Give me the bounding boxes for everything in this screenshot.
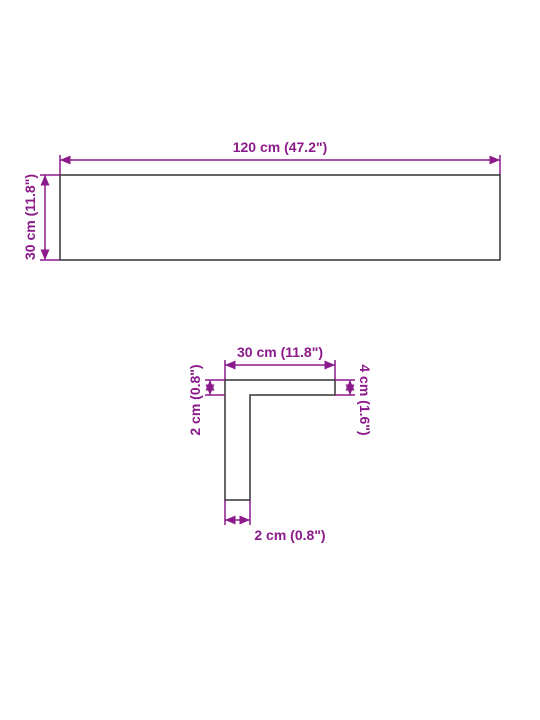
top-view-outline xyxy=(60,175,500,260)
top-width-label: 120 cm (47.2") xyxy=(233,139,328,155)
profile-right-height-dimension: 4 cm (1.6") xyxy=(335,364,373,435)
profile-bottom-width-label: 2 cm (0.8") xyxy=(254,527,325,543)
top-view: 120 cm (47.2") 30 cm (11.8") xyxy=(22,139,500,260)
profile-top-width-label: 30 cm (11.8") xyxy=(237,344,323,360)
top-width-dimension: 120 cm (47.2") xyxy=(60,139,500,175)
profile-left-edge-label: 2 cm (0.8") xyxy=(187,364,203,435)
top-height-dimension: 30 cm (11.8") xyxy=(22,174,60,260)
profile-bottom-width-dimension: 2 cm (0.8") xyxy=(225,500,326,543)
profile-view: 30 cm (11.8") 4 cm (1.6") 2 cm (0.8") 2 xyxy=(187,344,373,543)
profile-right-height-label: 4 cm (1.6") xyxy=(357,364,373,435)
dimension-diagram: 120 cm (47.2") 30 cm (11.8") 30 cm (11.8… xyxy=(0,0,540,720)
profile-left-edge-dimension: 2 cm (0.8") xyxy=(187,364,225,435)
profile-outline xyxy=(225,380,335,500)
profile-top-width-dimension: 30 cm (11.8") xyxy=(225,344,335,380)
top-height-label: 30 cm (11.8") xyxy=(22,174,38,260)
